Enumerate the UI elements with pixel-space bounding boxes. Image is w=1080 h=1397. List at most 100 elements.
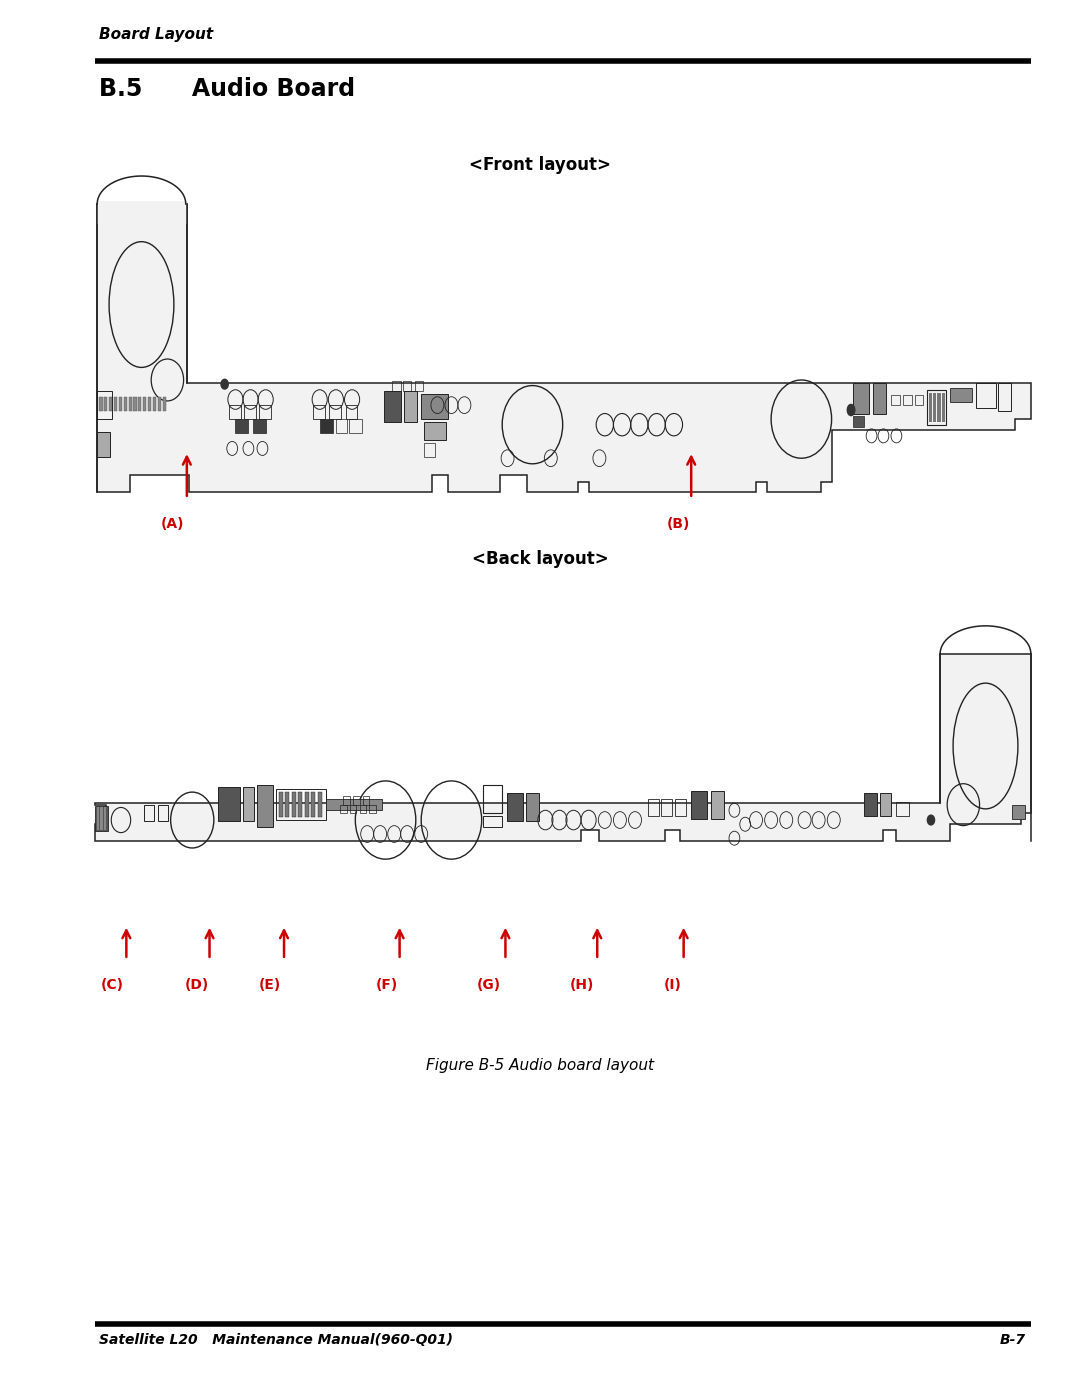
Bar	[392, 381, 401, 391]
Text: Board Layout: Board Layout	[99, 27, 214, 42]
Bar	[305, 792, 309, 817]
Bar	[421, 394, 448, 419]
Bar	[97, 391, 112, 419]
Text: (B): (B)	[666, 517, 690, 531]
Bar	[292, 792, 296, 817]
Text: Figure B-5 Audio board layout: Figure B-5 Audio board layout	[426, 1059, 654, 1073]
Bar	[404, 391, 417, 422]
Bar	[285, 792, 289, 817]
Bar	[104, 397, 108, 411]
Polygon shape	[95, 654, 1031, 841]
Bar	[864, 793, 877, 816]
Bar	[343, 796, 350, 805]
Bar	[976, 383, 996, 408]
Bar	[100, 807, 103, 830]
Bar	[903, 395, 912, 405]
Bar	[218, 787, 240, 821]
Text: B-7: B-7	[1000, 1333, 1026, 1347]
Bar	[313, 405, 325, 419]
Bar	[891, 395, 900, 405]
Bar	[109, 397, 112, 411]
Circle shape	[847, 405, 855, 416]
Bar	[661, 799, 672, 816]
Bar	[311, 792, 315, 817]
Bar	[119, 397, 122, 411]
Bar	[1012, 805, 1025, 819]
Bar	[320, 419, 333, 433]
Bar	[353, 796, 360, 805]
Bar	[711, 791, 724, 819]
Text: B.5      Audio Board: B.5 Audio Board	[99, 77, 355, 101]
Bar	[363, 796, 369, 805]
Bar	[507, 793, 523, 821]
Bar	[415, 381, 423, 391]
Polygon shape	[97, 204, 1031, 492]
Bar	[483, 816, 502, 827]
Bar	[942, 393, 945, 422]
Bar	[129, 397, 132, 411]
Bar	[144, 805, 154, 821]
Bar	[873, 383, 886, 414]
Bar	[318, 792, 322, 817]
Text: (D): (D)	[185, 978, 208, 992]
Bar	[326, 799, 382, 810]
Bar	[336, 419, 347, 433]
Bar	[346, 405, 357, 419]
Bar	[257, 785, 273, 827]
Bar	[915, 395, 923, 405]
Bar	[95, 806, 108, 831]
Bar	[143, 397, 147, 411]
Bar	[360, 805, 366, 813]
Bar	[350, 805, 356, 813]
Text: (G): (G)	[477, 978, 501, 992]
Text: <Front layout>: <Front layout>	[469, 156, 611, 173]
Text: (A): (A)	[161, 517, 185, 531]
Bar	[853, 383, 869, 414]
Bar	[369, 805, 376, 813]
Bar	[99, 397, 103, 411]
Bar	[158, 805, 168, 821]
Bar	[243, 787, 254, 821]
Bar	[424, 443, 435, 457]
Text: (F): (F)	[376, 978, 397, 992]
Bar	[97, 807, 99, 830]
Text: (E): (E)	[259, 978, 281, 992]
Bar	[403, 381, 411, 391]
Bar	[927, 390, 946, 425]
Bar	[138, 397, 141, 411]
Bar	[162, 397, 166, 411]
Bar	[158, 397, 161, 411]
Bar	[853, 416, 864, 427]
Bar	[950, 388, 972, 402]
Bar	[134, 397, 136, 411]
Circle shape	[847, 404, 855, 415]
Bar	[384, 391, 401, 422]
Bar	[259, 405, 271, 419]
Bar	[349, 419, 362, 433]
Bar	[483, 785, 502, 813]
Circle shape	[927, 814, 935, 826]
Bar	[691, 791, 707, 819]
Bar	[244, 405, 256, 419]
Bar	[340, 805, 347, 813]
Bar	[153, 397, 157, 411]
Bar	[675, 799, 686, 816]
Bar	[279, 792, 283, 817]
Bar	[148, 397, 151, 411]
Text: Satellite L20   Maintenance Manual(960-Q01): Satellite L20 Maintenance Manual(960-Q01…	[99, 1333, 454, 1347]
Bar	[114, 397, 118, 411]
Text: (H): (H)	[570, 978, 594, 992]
Bar	[229, 405, 241, 419]
Bar	[97, 432, 110, 457]
Bar	[276, 789, 326, 820]
Bar	[526, 793, 539, 821]
Bar	[933, 393, 936, 422]
Bar	[298, 792, 302, 817]
Bar	[880, 793, 891, 816]
Bar	[929, 393, 932, 422]
Bar	[97, 201, 187, 224]
Bar	[104, 807, 106, 830]
Bar	[896, 802, 909, 816]
Text: (C): (C)	[100, 978, 124, 992]
Text: (I): (I)	[664, 978, 681, 992]
